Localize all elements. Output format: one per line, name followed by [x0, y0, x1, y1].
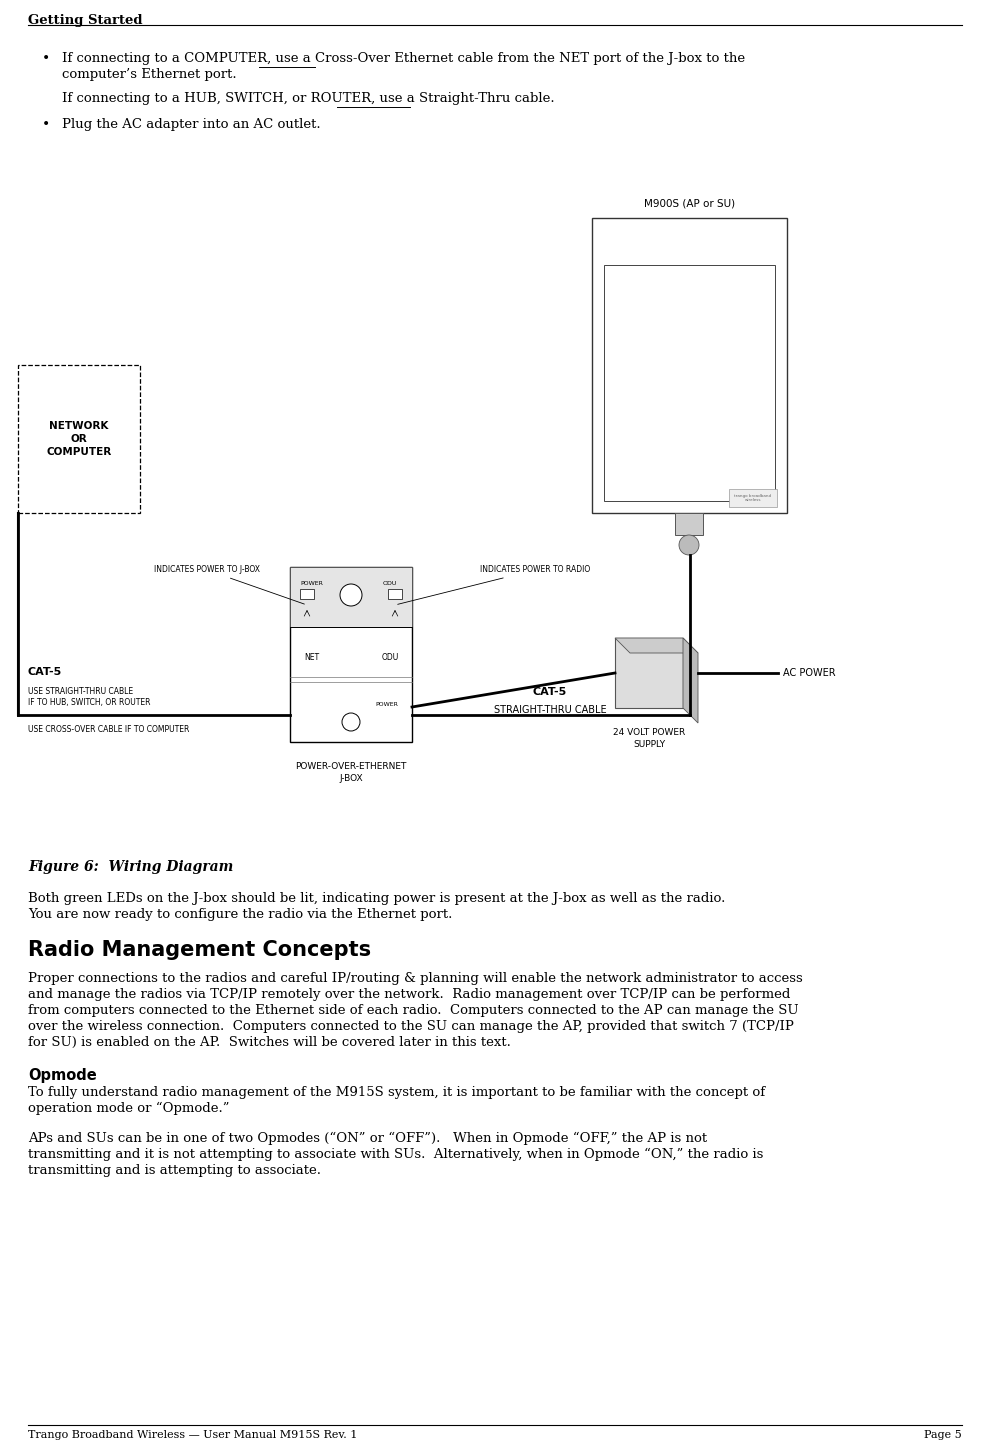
- Bar: [300, 589, 314, 599]
- Bar: [18, 365, 140, 513]
- Text: Both green LEDs on the J-box should be lit, indicating power is present at the J: Both green LEDs on the J-box should be l…: [28, 892, 726, 905]
- Text: CAT-5: CAT-5: [28, 667, 62, 677]
- Text: and manage the radios via TCP/IP remotely over the network.  Radio management ov: and manage the radios via TCP/IP remotel…: [28, 989, 790, 1001]
- Text: ODU: ODU: [383, 581, 397, 586]
- Text: NETWORK
OR
COMPUTER: NETWORK OR COMPUTER: [47, 421, 112, 457]
- Text: trango broadband
wireless: trango broadband wireless: [735, 494, 771, 503]
- Text: 24 VOLT POWER
SUPPLY: 24 VOLT POWER SUPPLY: [613, 728, 685, 749]
- Text: •: •: [42, 52, 50, 66]
- Text: Page 5: Page 5: [925, 1429, 962, 1440]
- Text: computer’s Ethernet port.: computer’s Ethernet port.: [62, 68, 237, 81]
- Text: If connecting to a COMPUTER, use a Cross-Over Ethernet cable from the NET port o: If connecting to a COMPUTER, use a Cross…: [62, 52, 745, 65]
- Text: Trango Broadband Wireless — User Manual M915S Rev. 1: Trango Broadband Wireless — User Manual …: [28, 1429, 357, 1440]
- Text: from computers connected to the Ethernet side of each radio.  Computers connecte: from computers connected to the Ethernet…: [28, 1004, 799, 1017]
- Text: APs and SUs can be in one of two Opmodes (“ON” or “OFF”).   When in Opmode “OFF,: APs and SUs can be in one of two Opmodes…: [28, 1133, 707, 1146]
- Text: AC POWER: AC POWER: [783, 669, 836, 679]
- Text: Proper connections to the radios and careful IP/routing & planning will enable t: Proper connections to the radios and car…: [28, 973, 803, 986]
- Text: over the wireless connection.  Computers connected to the SU can manage the AP, : over the wireless connection. Computers …: [28, 1020, 794, 1033]
- Text: •: •: [42, 118, 50, 133]
- Circle shape: [340, 584, 362, 607]
- Text: for SU) is enabled on the AP.  Switches will be covered later in this text.: for SU) is enabled on the AP. Switches w…: [28, 1036, 511, 1049]
- Bar: [604, 265, 775, 501]
- Bar: [675, 513, 703, 535]
- Text: STRAIGHT-THRU CABLE: STRAIGHT-THRU CABLE: [494, 705, 606, 715]
- Bar: [729, 488, 777, 507]
- Text: transmitting and it is not attempting to associate with SUs.  Alternatively, whe: transmitting and it is not attempting to…: [28, 1148, 763, 1161]
- Text: M900S (AP or SU): M900S (AP or SU): [644, 197, 735, 208]
- Text: NET: NET: [305, 653, 320, 661]
- Text: Getting Started: Getting Started: [28, 14, 143, 27]
- Text: Opmode: Opmode: [28, 1068, 97, 1084]
- Bar: [290, 566, 412, 627]
- Text: Figure 6:  Wiring Diagram: Figure 6: Wiring Diagram: [28, 860, 234, 875]
- Text: INDICATES POWER TO J-BOX: INDICATES POWER TO J-BOX: [154, 565, 304, 604]
- Text: CAT-5: CAT-5: [533, 687, 567, 697]
- Bar: [615, 638, 683, 708]
- Bar: [592, 218, 787, 513]
- Text: POWER: POWER: [301, 581, 324, 586]
- Text: USE STRAIGHT-THRU CABLE
IF TO HUB, SWITCH, OR ROUTER: USE STRAIGHT-THRU CABLE IF TO HUB, SWITC…: [28, 687, 150, 708]
- Text: If connecting to a HUB, SWITCH, or ROUTER, use a Straight-Thru cable.: If connecting to a HUB, SWITCH, or ROUTE…: [62, 92, 554, 105]
- Bar: [388, 589, 402, 599]
- Polygon shape: [683, 638, 698, 723]
- Text: Radio Management Concepts: Radio Management Concepts: [28, 940, 371, 960]
- Circle shape: [679, 535, 699, 555]
- Text: You are now ready to configure the radio via the Ethernet port.: You are now ready to configure the radio…: [28, 908, 452, 921]
- Polygon shape: [615, 638, 698, 653]
- Text: INDICATES POWER TO RADIO: INDICATES POWER TO RADIO: [398, 565, 590, 604]
- Text: POWER-OVER-ETHERNET
J-BOX: POWER-OVER-ETHERNET J-BOX: [295, 762, 407, 782]
- Text: operation mode or “Opmode.”: operation mode or “Opmode.”: [28, 1102, 230, 1115]
- Text: USE CROSS-OVER CABLE IF TO COMPUTER: USE CROSS-OVER CABLE IF TO COMPUTER: [28, 725, 189, 733]
- Circle shape: [342, 713, 360, 731]
- Text: transmitting and is attempting to associate.: transmitting and is attempting to associ…: [28, 1164, 321, 1177]
- Text: Plug the AC adapter into an AC outlet.: Plug the AC adapter into an AC outlet.: [62, 118, 321, 131]
- Text: To fully understand radio management of the M915S system, it is important to be : To fully understand radio management of …: [28, 1087, 765, 1099]
- Bar: [290, 566, 412, 742]
- Text: ODU: ODU: [381, 653, 399, 661]
- Text: POWER: POWER: [375, 702, 398, 708]
